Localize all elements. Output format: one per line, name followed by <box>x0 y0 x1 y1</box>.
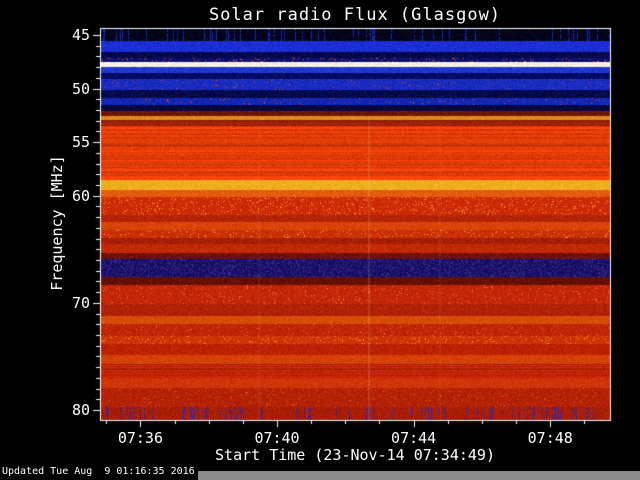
y-tick-label: 80 <box>71 401 90 420</box>
window-edge-strip <box>198 471 640 480</box>
y-tick-label: 55 <box>71 133 90 152</box>
y-tick-label: 45 <box>71 25 90 44</box>
updated-timestamp: Updated Tue Aug 9 01:16:35 2016 <box>2 466 195 477</box>
y-tick-label: 60 <box>71 186 90 205</box>
y-tick-label: 50 <box>71 79 90 98</box>
x-tick-label: 07:44 <box>391 429 437 447</box>
x-tick-label: 07:40 <box>254 429 300 447</box>
x-axis-label: Start Time (23-Nov-14 07:34:49) <box>215 446 495 464</box>
x-tick-label: 07:48 <box>527 429 573 447</box>
x-tick-label: 07:36 <box>117 429 163 447</box>
y-tick-label: 70 <box>71 293 90 312</box>
